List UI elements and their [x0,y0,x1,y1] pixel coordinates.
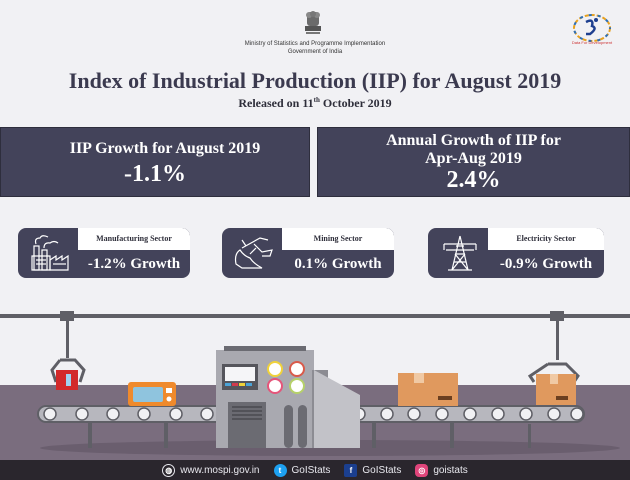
sector-name: Manufacturing Sector [78,228,190,250]
sector-growth: 0.1% Growth [294,256,382,272]
logo-tagline: Data For Development [571,40,613,45]
release-date: Released on 11th October 2019 [0,96,630,111]
monthly-growth-heading: IIP Growth for August 2019 [69,140,261,157]
website-link[interactable]: ◍ www.mospi.gov.in [162,463,260,477]
monthly-growth-panel: IIP Growth for August 2019 -1.1% [0,127,310,197]
instagram-link[interactable]: ◎ goistats [415,463,468,477]
mining-icon [234,237,273,269]
industrial-machine-icon [216,346,360,448]
national-emblem-icon [305,11,321,34]
instagram-handle: goistats [433,464,468,476]
sector-card-manufacturing: Manufacturing Sector -1.2% Growth [18,228,190,278]
sector-growth: -1.2% Growth [87,256,181,272]
sector-card-electricity: Electricity Sector -0.9% Growth [428,228,604,278]
sector-growth: -0.9% Growth [499,256,593,272]
microwave-box-icon [128,382,176,406]
sector-name: Electricity Sector [488,228,604,250]
robotic-claw-right-icon [527,320,580,406]
sector-name: Mining Sector [282,228,394,250]
robotic-claw-left-icon [50,320,86,390]
globe-icon: ◍ [162,463,176,477]
facebook-icon: f [344,463,358,477]
release-date-prefix: Released on 11 [238,96,314,110]
page-title: Index of Industrial Production (IIP) for… [68,68,562,93]
overhead-rail [0,314,630,318]
release-date-sup: th [313,96,320,104]
cardboard-box-icon [398,373,458,406]
facebook-handle: GoIStats [362,464,402,476]
sector-card-mining: Mining Sector 0.1% Growth [222,228,394,278]
statistics-logo-icon [573,14,611,42]
release-date-suffix: October 2019 [319,96,392,110]
twitter-icon: t [273,463,287,477]
website-text: www.mospi.gov.in [180,464,260,476]
header: Ministry of Statistics and Programme Imp… [0,0,630,60]
footer: ◍ www.mospi.gov.in t GoIStats f GoIStats… [0,460,630,480]
factory-icon [31,235,69,271]
annual-growth-heading-1: Annual Growth of IIP for [386,132,561,149]
annual-growth-panel: Annual Growth of IIP for Apr-Aug 2019 2.… [317,127,630,197]
government-name: Government of India [287,49,343,55]
twitter-link[interactable]: t GoIStats [273,463,331,477]
ministry-name: Ministry of Statistics and Programme Imp… [244,41,386,47]
twitter-handle: GoIStats [291,464,331,476]
annual-growth-value: 2.4% [446,167,501,193]
instagram-icon: ◎ [415,463,429,477]
facebook-link[interactable]: f GoIStats [344,463,402,477]
power-tower-icon [443,235,477,271]
annual-growth-heading-2: Apr-Aug 2019 [425,150,522,167]
factory-scene-illustration [0,300,630,460]
monthly-growth-value: -1.1% [124,161,186,187]
